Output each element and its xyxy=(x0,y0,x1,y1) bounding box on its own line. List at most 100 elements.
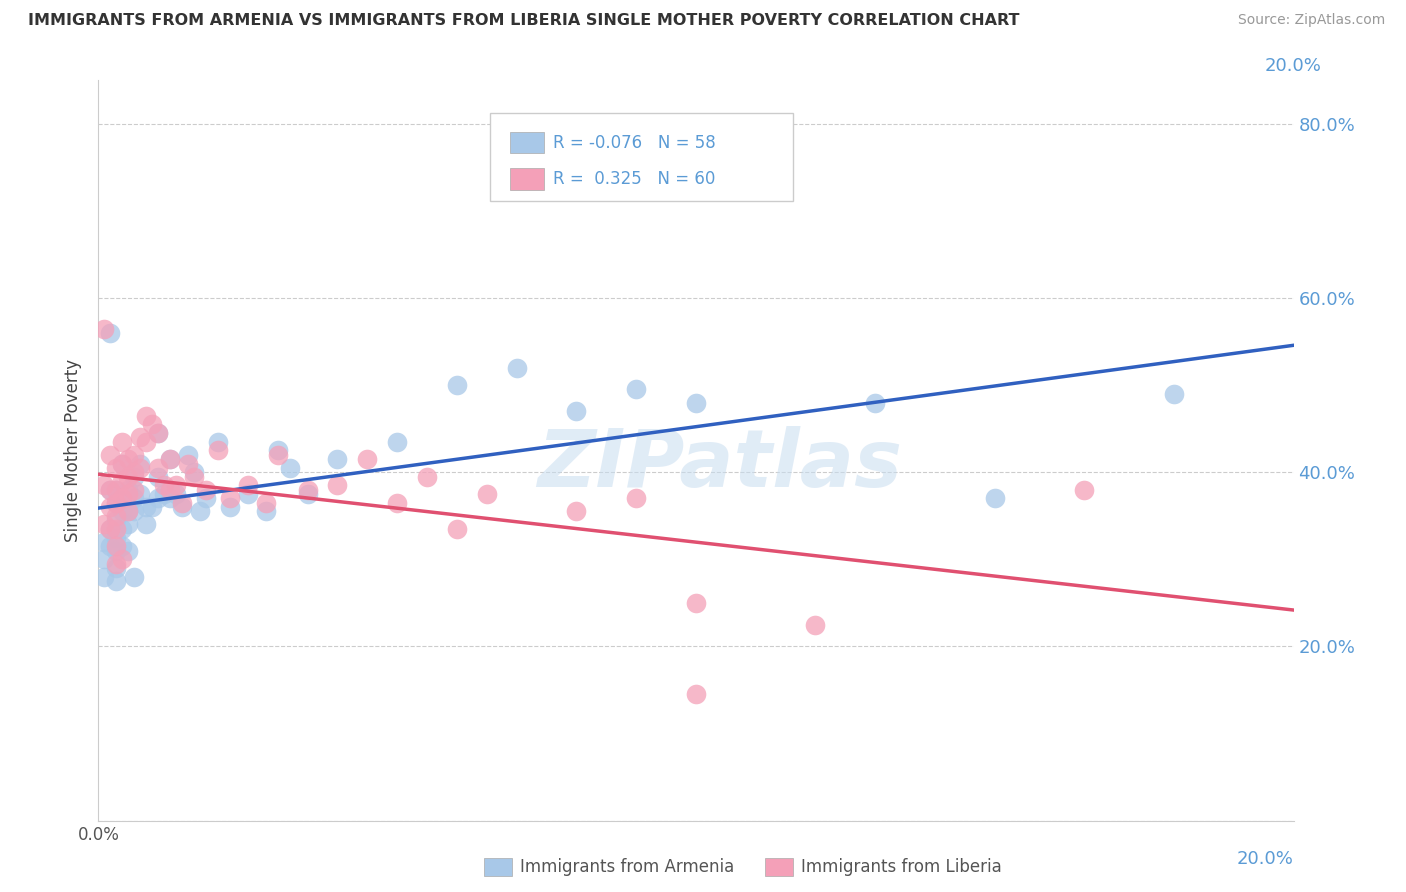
Point xyxy=(236,478,259,492)
Point xyxy=(356,452,378,467)
Text: ZIPatlas: ZIPatlas xyxy=(537,426,903,504)
Point xyxy=(98,326,122,340)
Point xyxy=(865,395,887,409)
Point xyxy=(111,552,134,566)
Text: Immigrants from Armenia: Immigrants from Armenia xyxy=(520,858,734,876)
Point xyxy=(105,496,128,510)
Point xyxy=(297,483,319,497)
Point xyxy=(124,448,146,462)
Point xyxy=(148,491,170,506)
Point xyxy=(105,574,128,588)
Point xyxy=(135,517,157,532)
Point xyxy=(111,457,134,471)
Point xyxy=(159,483,181,497)
Point xyxy=(93,321,115,335)
Point xyxy=(124,570,146,584)
Point xyxy=(148,425,170,440)
Point xyxy=(124,491,146,506)
Point xyxy=(105,483,128,497)
Point xyxy=(159,452,181,467)
Point xyxy=(326,452,349,467)
Point xyxy=(195,483,218,497)
Point xyxy=(111,504,134,518)
Point xyxy=(117,469,139,483)
Point xyxy=(159,491,181,506)
Point xyxy=(685,395,707,409)
Point xyxy=(207,443,229,458)
Point xyxy=(105,508,128,523)
Text: Source: ZipAtlas.com: Source: ZipAtlas.com xyxy=(1237,13,1385,28)
Point xyxy=(117,504,139,518)
Point xyxy=(326,478,349,492)
Point xyxy=(105,522,128,536)
Point xyxy=(105,513,128,527)
Point xyxy=(148,461,170,475)
Point xyxy=(135,434,157,449)
Point xyxy=(135,409,157,423)
Text: R = -0.076   N = 58: R = -0.076 N = 58 xyxy=(554,134,716,152)
Point xyxy=(219,500,242,514)
Point xyxy=(111,457,134,471)
Point xyxy=(111,522,134,536)
Point xyxy=(148,469,170,483)
Point xyxy=(117,543,139,558)
Point xyxy=(117,483,139,497)
Point xyxy=(129,487,152,501)
Point xyxy=(124,465,146,479)
Point xyxy=(93,570,115,584)
Point xyxy=(117,452,139,467)
Point xyxy=(165,478,187,492)
Point xyxy=(165,487,187,501)
Point xyxy=(117,487,139,501)
Point xyxy=(446,522,468,536)
Point xyxy=(685,687,707,701)
Point xyxy=(236,487,259,501)
Point xyxy=(124,483,146,497)
Point xyxy=(626,491,648,506)
Point xyxy=(153,487,176,501)
Text: R =  0.325   N = 60: R = 0.325 N = 60 xyxy=(554,170,716,188)
Point xyxy=(141,500,163,514)
Point xyxy=(626,383,648,397)
Point xyxy=(254,496,277,510)
Text: Immigrants from Liberia: Immigrants from Liberia xyxy=(801,858,1002,876)
Point xyxy=(111,474,134,488)
Point xyxy=(129,461,152,475)
Point xyxy=(207,434,229,449)
Point xyxy=(98,500,122,514)
Point xyxy=(183,469,205,483)
Point xyxy=(141,417,163,432)
Point xyxy=(416,469,439,483)
Point xyxy=(105,461,128,475)
Text: 20.0%: 20.0% xyxy=(1237,850,1294,868)
Point xyxy=(385,434,409,449)
Point xyxy=(183,465,205,479)
Point xyxy=(105,543,128,558)
Point xyxy=(105,557,128,571)
Point xyxy=(297,487,319,501)
Text: IMMIGRANTS FROM ARMENIA VS IMMIGRANTS FROM LIBERIA SINGLE MOTHER POVERTY CORRELA: IMMIGRANTS FROM ARMENIA VS IMMIGRANTS FR… xyxy=(28,13,1019,29)
Point xyxy=(93,535,115,549)
Point xyxy=(219,491,242,506)
Point xyxy=(111,434,134,449)
Point xyxy=(105,483,128,497)
Point xyxy=(117,504,139,518)
Point xyxy=(267,448,290,462)
Point xyxy=(98,522,122,536)
Point xyxy=(148,425,170,440)
Point xyxy=(172,500,194,514)
Point xyxy=(124,504,146,518)
Point xyxy=(1163,387,1185,401)
Point xyxy=(129,430,152,444)
Point xyxy=(172,496,194,510)
Point xyxy=(177,457,200,471)
Point xyxy=(129,457,152,471)
Point xyxy=(804,617,827,632)
Point xyxy=(984,491,1007,506)
Point xyxy=(385,496,409,510)
Point xyxy=(159,452,181,467)
Point xyxy=(105,539,128,553)
Point xyxy=(153,478,176,492)
Point xyxy=(105,531,128,545)
Point xyxy=(117,517,139,532)
